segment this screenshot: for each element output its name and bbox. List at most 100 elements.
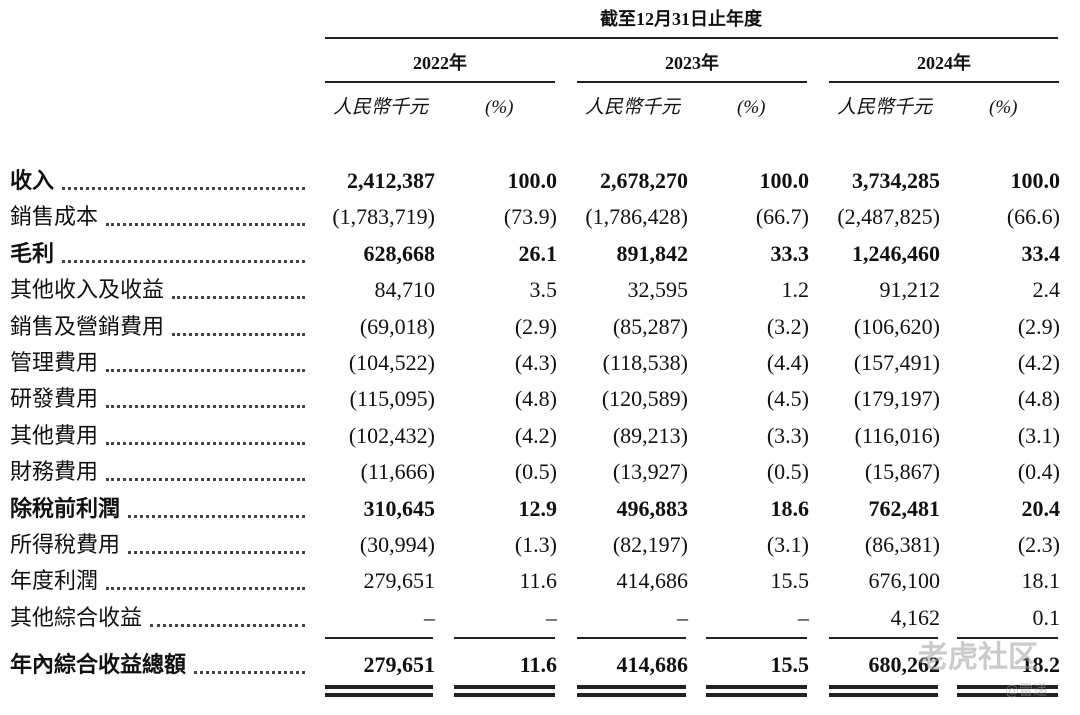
cell-value: (66.6) [1006, 204, 1060, 230]
row-label: 其他費用 [10, 421, 305, 451]
row-label: 除稅前利潤 [10, 494, 305, 524]
double-rule [957, 685, 1058, 689]
cell-value: – [424, 604, 435, 630]
cell-value: (3.2) [766, 313, 809, 339]
label-text: 財務費用 [10, 459, 99, 485]
cell-value: (116,016) [854, 422, 940, 448]
cell-value: 100.0 [759, 168, 810, 193]
cell-value: 100.0 [507, 168, 558, 193]
label-text: 管理費用 [10, 350, 99, 375]
cell-value: (104,522) [348, 350, 435, 375]
rule [577, 637, 686, 639]
dot-leader [150, 623, 305, 627]
cell-value: (0.5) [514, 459, 557, 485]
cell-value: 15.5 [770, 568, 810, 594]
cell-value: 15.5 [770, 652, 810, 677]
cell-value: (66.7) [755, 204, 809, 230]
cell-value: – [798, 604, 809, 630]
dot-leader [194, 671, 305, 674]
row-label: 年度利潤 [10, 566, 305, 596]
rule [957, 637, 1058, 639]
pct-header: (%) [737, 97, 766, 118]
year-header: 2023年 [665, 53, 719, 73]
cell-value: 3,734,285 [852, 168, 940, 193]
cell-value: (4.5) [766, 386, 809, 412]
cell-value: 2.4 [1032, 277, 1061, 303]
double-rule [454, 693, 555, 697]
label-text: 除稅前利潤 [10, 495, 121, 521]
cell-value: 762,481 [868, 495, 941, 521]
double-rule [829, 693, 938, 697]
cell-value: (0.4) [1017, 459, 1060, 485]
cell-value: (69,018) [359, 313, 435, 339]
cell-value: 279,651 [363, 568, 436, 594]
cell-value: 84,710 [374, 277, 436, 303]
row-label: 其他綜合收益 [10, 603, 305, 633]
cell-value: 310,645 [363, 495, 436, 521]
rule [577, 81, 807, 83]
cell-value: (82,197) [612, 532, 688, 557]
year-header: 2022年 [413, 53, 467, 73]
double-rule [577, 685, 686, 689]
cell-value: (3.1) [766, 532, 809, 557]
cell-value: 4,162 [890, 604, 941, 630]
cell-value: (13,927) [612, 459, 688, 485]
row-label: 年內綜合收益總額 [10, 650, 305, 680]
cell-value: 676,100 [868, 568, 941, 594]
cell-value: (1,786,428) [585, 204, 688, 230]
cell-value: 12.9 [518, 495, 558, 521]
cell-value: 891,842 [616, 240, 689, 266]
cell-value: (4.8) [1017, 386, 1060, 412]
cell-value: (15,867) [864, 459, 940, 485]
cell-value: (4.3) [514, 350, 557, 375]
cell-value: (2.3) [1017, 532, 1060, 557]
cell-value: (2.9) [514, 313, 557, 339]
double-rule [325, 685, 433, 689]
cell-value: (0.5) [766, 459, 809, 485]
cell-value: 11.6 [519, 652, 557, 677]
rule [829, 637, 938, 639]
cell-value: 18.1 [1021, 568, 1061, 594]
label-text: 毛利 [10, 240, 55, 266]
cell-value: 33.3 [770, 240, 810, 266]
unit-header: 人民幣千元 [333, 97, 429, 118]
rule [829, 81, 1059, 83]
cell-value: (4.8) [514, 386, 557, 412]
row-label: 銷售成本 [10, 202, 305, 232]
year-header: 2024年 [917, 53, 971, 73]
cell-value: (1.3) [514, 532, 557, 557]
cell-value: (30,994) [359, 532, 435, 557]
row-label: 毛利 [10, 239, 305, 269]
cell-value: 414,686 [616, 568, 689, 594]
cell-value: 33.4 [1021, 240, 1061, 266]
dot-leader [172, 332, 305, 336]
cell-value: (3.3) [766, 422, 809, 448]
watermark: 老虎社区 [918, 640, 1038, 675]
row-label: 其他收入及收益 [10, 275, 305, 305]
dot-leader [106, 369, 305, 372]
cell-value: (106,620) [853, 313, 940, 339]
label-text: 收入 [10, 168, 55, 193]
row-label: 管理費用 [10, 348, 305, 378]
cell-value: (115,095) [349, 386, 435, 412]
cell-value: (179,197) [853, 386, 940, 412]
cell-value: (118,538) [602, 350, 688, 375]
dot-leader [106, 587, 305, 591]
unit-header: 人民幣千元 [837, 97, 933, 118]
dot-leader [128, 514, 305, 518]
dot-leader [106, 223, 305, 227]
cell-value: (120,589) [601, 386, 688, 412]
cell-value: (4.2) [514, 422, 557, 448]
row-label: 銷售及營銷費用 [10, 312, 305, 342]
rule [325, 637, 433, 639]
cell-value: 628,668 [363, 240, 436, 266]
double-rule [325, 693, 433, 697]
dot-leader [62, 187, 305, 190]
double-rule [706, 693, 807, 697]
cell-value: (1,783,719) [332, 204, 435, 230]
cell-value: 1.2 [781, 277, 810, 303]
cell-value: (85,287) [612, 313, 688, 339]
dot-leader [128, 551, 305, 554]
cell-value: 1,246,460 [852, 240, 940, 266]
